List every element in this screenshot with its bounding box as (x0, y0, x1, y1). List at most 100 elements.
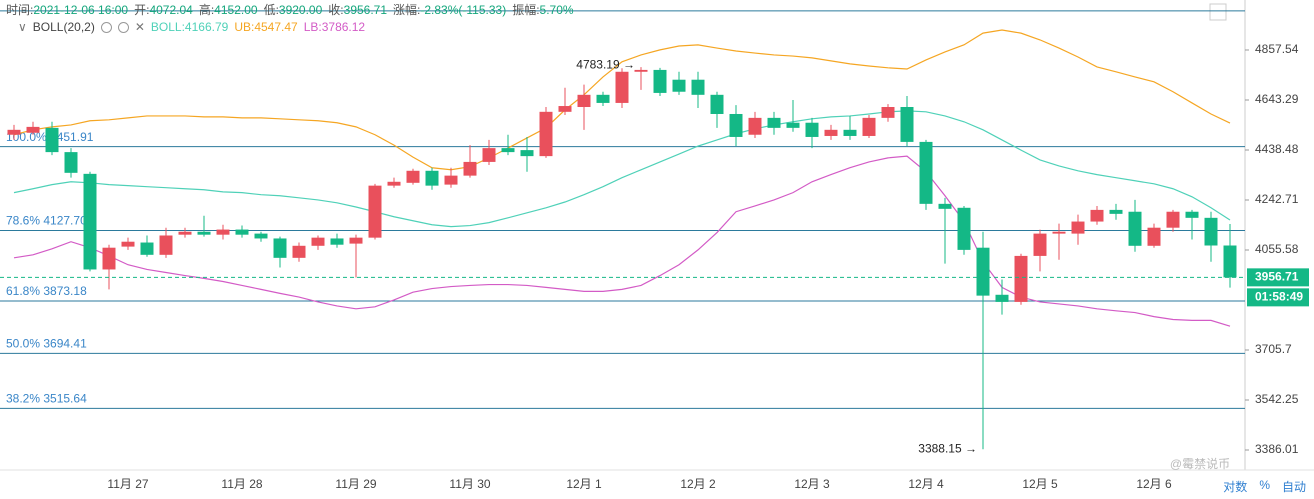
candle-body (805, 122, 819, 137)
candle-body (615, 71, 629, 103)
candle-body (178, 231, 192, 235)
candle-body (691, 79, 705, 95)
candle-body (368, 185, 382, 238)
y-tick-label: 4643.29 (1255, 92, 1299, 106)
candle-body (1204, 217, 1218, 246)
candle-body (292, 245, 306, 258)
candle-body (577, 94, 591, 108)
candle-body (159, 235, 173, 255)
candle-body (710, 94, 724, 114)
candle-body (197, 231, 211, 235)
candle-body (900, 107, 914, 142)
watermark: @霉禁说币 (1170, 456, 1230, 471)
candle-body (862, 117, 876, 136)
last-price-box (1247, 268, 1309, 287)
candle-body (520, 150, 534, 157)
candle-body (881, 107, 895, 118)
last-price-label: 3956.71 (1255, 270, 1299, 284)
x-tick-label: 11月 27 (107, 477, 148, 491)
candle-body (83, 173, 97, 270)
x-tick-label: 12月 2 (680, 477, 716, 491)
x-tick-label: 12月 5 (1022, 477, 1058, 491)
candle-body (957, 207, 971, 250)
info-value: -2.83%(-115.33) (420, 3, 507, 17)
candle-body (1052, 231, 1066, 234)
ohlc-info: 时间:2021-12-06 16:00 开:4072.04 高:4152.00 低:3… (6, 1, 580, 18)
candle-body (64, 152, 78, 173)
candle-body (482, 148, 496, 162)
candle-body (729, 113, 743, 137)
band-legend: BOLL:4166.79 (150, 20, 229, 34)
extreme-annotation: 3388.15 → (918, 441, 977, 455)
fib-label: 78.6% 4127.70 (6, 214, 87, 228)
info-value: 3920.00 (278, 3, 323, 17)
x-tick-label: 12月 6 (1136, 477, 1172, 491)
candle-body (463, 161, 477, 176)
candle-body (634, 69, 648, 72)
candle-body (406, 170, 420, 183)
band-line (13, 29, 1231, 171)
fib-label: 61.8% 3873.18 (6, 284, 87, 298)
candle-body (748, 117, 762, 135)
countdown-label: 01:58:49 (1255, 290, 1303, 304)
info-label: 时间: (6, 3, 34, 17)
info-value: 5.70% (539, 3, 574, 17)
axis-control[interactable]: 自动 (1281, 480, 1306, 494)
candle-body (1223, 245, 1237, 278)
candle-body (1109, 209, 1123, 214)
info-value: 3956.71 (343, 3, 388, 17)
x-tick-label: 12月 1 (566, 477, 602, 491)
candle-body (1071, 221, 1085, 234)
info-label: 高: (198, 3, 215, 17)
candle-body (1185, 211, 1199, 218)
candle-body (45, 127, 59, 153)
candle-body (235, 229, 249, 235)
candle-body (596, 94, 610, 103)
band-line (13, 110, 1231, 228)
settings-icon[interactable] (117, 21, 129, 33)
candle-body (1166, 211, 1180, 228)
candle-body (216, 229, 230, 235)
y-tick-label: 4438.48 (1255, 142, 1299, 156)
collapse-icon[interactable]: ∨ (18, 20, 27, 34)
candle-body (539, 111, 553, 157)
candle-body (1033, 233, 1047, 256)
x-tick-label: 11月 29 (335, 477, 376, 491)
candle-body (824, 129, 838, 136)
info-label: 开: (134, 3, 150, 17)
close-icon[interactable]: ✕ (134, 20, 145, 34)
y-tick-label: 4055.58 (1255, 242, 1299, 256)
extreme-annotation: 4783.19 → (576, 57, 635, 71)
x-tick-label: 11月 30 (449, 477, 490, 491)
candle-body (387, 181, 401, 186)
fib-label: 50.0% 3694.41 (6, 337, 87, 351)
info-label: 收: (328, 3, 344, 17)
candle-body (140, 242, 154, 255)
candle-body (330, 238, 344, 245)
candle-body (311, 237, 325, 246)
band-legend: UB:4547.47 (234, 20, 298, 34)
candle-body (1014, 255, 1028, 302)
y-tick-label: 4857.54 (1255, 42, 1299, 56)
candle-body (26, 126, 40, 133)
info-label: 低: (263, 3, 279, 17)
y-tick-label: 4242.71 (1255, 192, 1299, 206)
corner-button (1209, 3, 1227, 21)
y-tick-label: 3705.7 (1255, 342, 1292, 356)
candle-body (843, 129, 857, 136)
y-tick-label: 3386.01 (1255, 442, 1299, 456)
axis-controls: 对数% 自动 (1223, 478, 1306, 495)
axis-control[interactable]: 对数 (1223, 480, 1248, 494)
band-legend: LB:3786.12 (303, 20, 366, 34)
candle-body (1147, 227, 1161, 246)
info-label: 涨幅: (393, 3, 421, 17)
candle-body (273, 238, 287, 258)
candle-body (349, 237, 363, 244)
candle-body (254, 233, 268, 239)
candle-body (558, 106, 572, 112)
eye-icon[interactable] (100, 21, 112, 33)
axis-control[interactable]: % (1259, 478, 1270, 492)
candle-body (653, 69, 667, 93)
